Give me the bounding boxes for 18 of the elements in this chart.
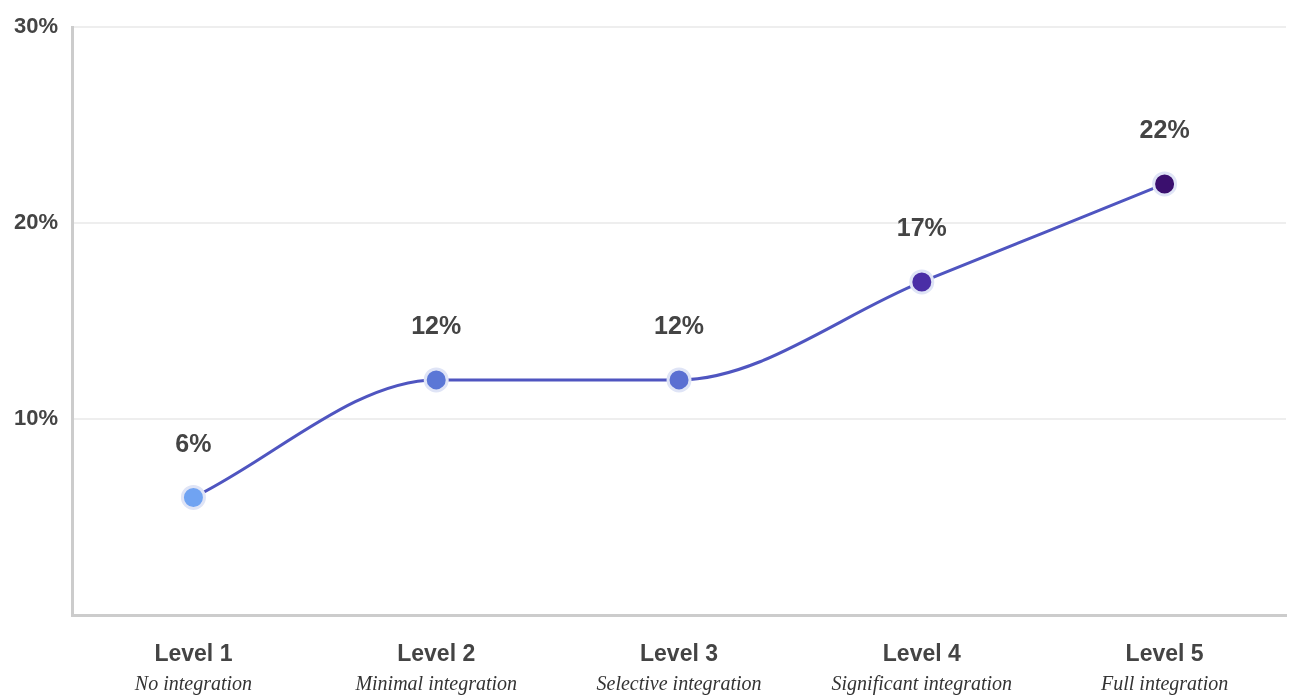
data-label: 12% (653, 311, 705, 340)
y-tick-label: 30% (13, 13, 59, 39)
x-tick-label: Level 2 Minimal integration (354, 640, 518, 696)
point (666, 367, 692, 393)
data-label: 12% (411, 311, 462, 340)
x-tick-label: Level 4 Significant integration (831, 640, 1013, 696)
point (180, 484, 206, 510)
x-tick-label: Level 1 No integration (133, 640, 253, 696)
data-label: 6% (175, 428, 212, 457)
y-tick-label: 20% (13, 209, 59, 235)
x-tick-label: Level 5 Full integration (1099, 640, 1229, 696)
y-tick-label: 10% (13, 405, 59, 431)
point (909, 269, 935, 295)
point (1152, 171, 1178, 197)
data-label: 17% (896, 213, 947, 242)
point (423, 367, 449, 393)
x-tick-label: Level 3 Selective integration (596, 640, 762, 696)
data-label: 22% (1139, 115, 1190, 144)
